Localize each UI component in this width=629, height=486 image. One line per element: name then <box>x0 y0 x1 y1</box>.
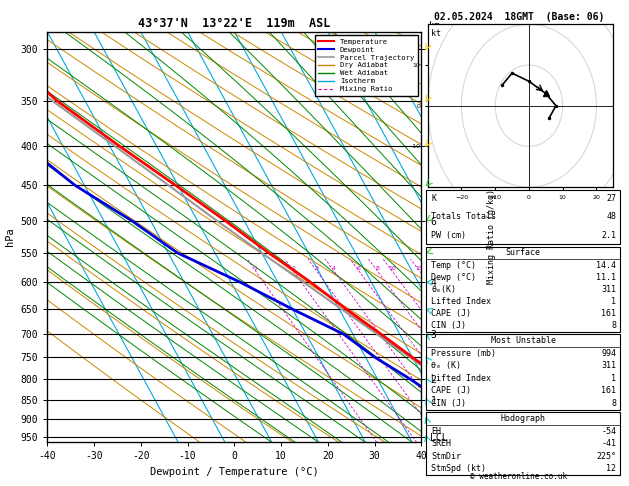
Title: 43°37'N  13°22'E  119m  ASL: 43°37'N 13°22'E 119m ASL <box>138 17 330 31</box>
Text: 11.1: 11.1 <box>596 273 616 282</box>
Text: Lifted Index: Lifted Index <box>431 374 491 383</box>
Text: Dewp (°C): Dewp (°C) <box>431 273 477 282</box>
Text: Temp (°C): Temp (°C) <box>431 260 477 270</box>
Y-axis label: Mixing Ratio (g/kg): Mixing Ratio (g/kg) <box>487 190 496 284</box>
Text: Totals Totals: Totals Totals <box>431 212 496 222</box>
Text: StmDir: StmDir <box>431 452 462 461</box>
Text: Pressure (mb): Pressure (mb) <box>431 348 496 358</box>
Text: 1: 1 <box>611 297 616 306</box>
Text: -41: -41 <box>601 439 616 448</box>
Y-axis label: hPa: hPa <box>5 227 15 246</box>
Text: 6: 6 <box>357 266 361 271</box>
Text: PW (cm): PW (cm) <box>431 231 467 240</box>
Text: 48: 48 <box>606 212 616 222</box>
Text: EH: EH <box>431 427 442 435</box>
Text: 2: 2 <box>291 266 295 271</box>
Text: 161: 161 <box>601 386 616 396</box>
Text: 1: 1 <box>253 266 257 271</box>
Text: 10: 10 <box>388 266 396 271</box>
Text: StmSpd (kt): StmSpd (kt) <box>431 465 486 473</box>
Text: Most Unstable: Most Unstable <box>491 336 556 345</box>
Text: ASL: ASL <box>429 32 445 41</box>
Text: 02.05.2024  18GMT  (Base: 06): 02.05.2024 18GMT (Base: 06) <box>434 12 604 22</box>
Text: -54: -54 <box>601 427 616 435</box>
Text: 8: 8 <box>611 321 616 330</box>
Text: 311: 311 <box>601 361 616 370</box>
Text: 12: 12 <box>606 465 616 473</box>
Text: 2.1: 2.1 <box>601 231 616 240</box>
Text: 311: 311 <box>601 285 616 294</box>
Text: 27: 27 <box>606 194 616 203</box>
Text: Lifted Index: Lifted Index <box>431 297 491 306</box>
Text: kt: kt <box>431 29 442 38</box>
X-axis label: Dewpoint / Temperature (°C): Dewpoint / Temperature (°C) <box>150 467 319 477</box>
Text: Surface: Surface <box>506 248 541 258</box>
Text: 4: 4 <box>331 266 336 271</box>
Text: © weatheronline.co.uk: © weatheronline.co.uk <box>470 472 567 481</box>
Text: 994: 994 <box>601 348 616 358</box>
Text: 8: 8 <box>376 266 379 271</box>
Text: 15: 15 <box>416 266 423 271</box>
Text: km: km <box>429 20 440 30</box>
Legend: Temperature, Dewpoint, Parcel Trajectory, Dry Adiabat, Wet Adiabat, Isotherm, Mi: Temperature, Dewpoint, Parcel Trajectory… <box>314 35 418 96</box>
Text: 161: 161 <box>601 309 616 318</box>
Text: Hodograph: Hodograph <box>501 414 546 423</box>
Text: CIN (J): CIN (J) <box>431 321 467 330</box>
Text: 8: 8 <box>611 399 616 408</box>
Text: θₑ (K): θₑ (K) <box>431 361 462 370</box>
Text: 1: 1 <box>611 374 616 383</box>
Text: CAPE (J): CAPE (J) <box>431 309 472 318</box>
Text: CAPE (J): CAPE (J) <box>431 386 472 396</box>
Text: 225°: 225° <box>596 452 616 461</box>
Text: CIN (J): CIN (J) <box>431 399 467 408</box>
Text: K: K <box>431 194 437 203</box>
Text: θₑ(K): θₑ(K) <box>431 285 457 294</box>
Text: 14.4: 14.4 <box>596 260 616 270</box>
Text: 3: 3 <box>314 266 318 271</box>
Text: SREH: SREH <box>431 439 452 448</box>
